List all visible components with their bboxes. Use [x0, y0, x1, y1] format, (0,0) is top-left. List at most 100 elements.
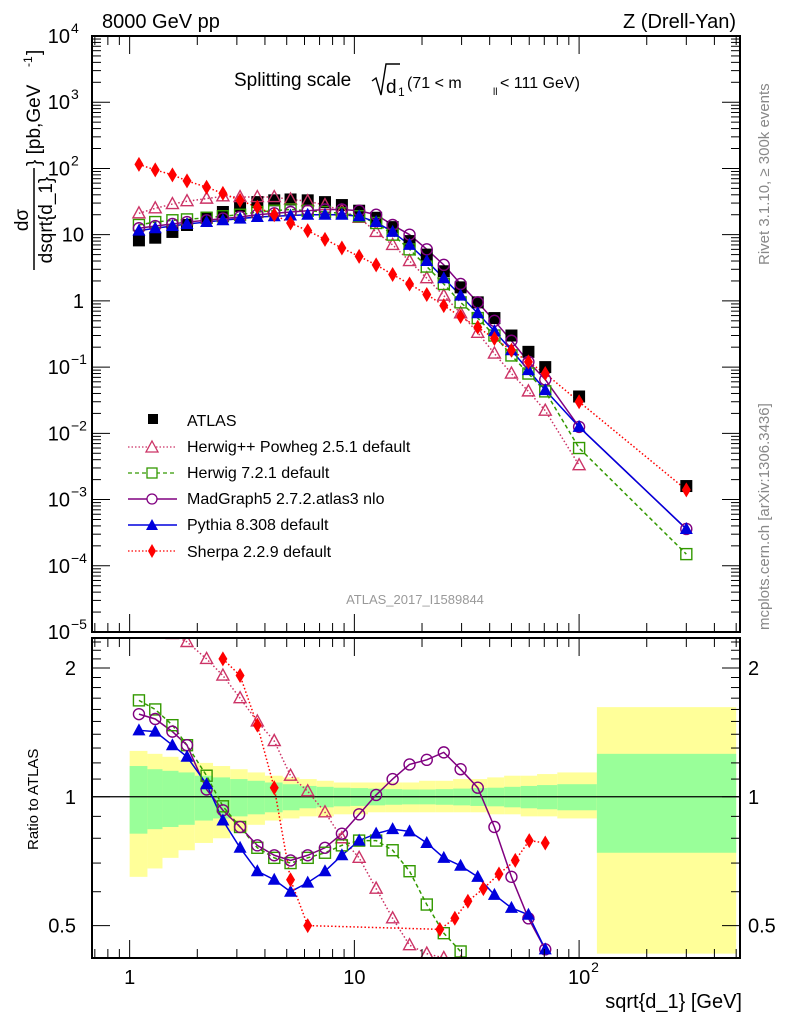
- x-tick-label: 10: [343, 967, 365, 989]
- ratio-point-sherpa: [252, 717, 262, 733]
- data-point-sherpa: [354, 248, 364, 264]
- data-point-madgraph: [437, 258, 450, 272]
- ratio-point-pythia: [148, 724, 162, 737]
- ratio-point-herwig7: [386, 844, 399, 857]
- y-tick-label: 10: [48, 556, 70, 578]
- ratio-point-madgraph: [233, 820, 247, 834]
- legend-marker-herwig7: [146, 467, 158, 479]
- data-point-atlas: [522, 345, 535, 358]
- ratio-point-sherpa: [235, 668, 245, 684]
- legend-marker-pythia: [146, 519, 158, 530]
- data-point-herwigpp: [165, 196, 180, 210]
- ratio-point-madgraph: [268, 849, 281, 862]
- data-point-pythia: [250, 209, 264, 222]
- mcplots-reference-label: mcplots.cern.ch [arXiv:1306.3436]: [756, 403, 773, 630]
- data-point-atlas: [454, 281, 467, 294]
- ratio-point-pythia: [301, 875, 315, 888]
- stat-uncertainty-band: [247, 780, 265, 815]
- data-point-herwigpp: [148, 200, 163, 214]
- ratio-point-sherpa: [286, 872, 296, 888]
- ratio-line-madgraph: [138, 713, 546, 950]
- data-point-pythia: [165, 219, 179, 232]
- ratio-point-pythia: [132, 723, 146, 736]
- data-point-sherpa: [422, 286, 432, 302]
- ratio-point-madgraph: [352, 808, 366, 821]
- data-point-herwigpp: [368, 223, 384, 238]
- x-tick-label-exponent: 2: [591, 959, 599, 975]
- ratio-point-pythia: [521, 907, 535, 920]
- ratio-point-madgraph: [132, 707, 146, 721]
- data-point-pythia: [420, 254, 434, 267]
- ratio-point-herwig7: [132, 694, 146, 707]
- ratio-point-madgraph: [420, 753, 433, 767]
- ratio-y-tick-label: 0.5: [48, 916, 76, 938]
- ratio-point-herwigpp: [402, 937, 417, 951]
- data-point-sherpa: [252, 199, 262, 215]
- plot-title-var-sub: 1: [398, 85, 405, 99]
- data-point-atlas: [149, 231, 162, 244]
- uncertainty-bands: [129, 707, 737, 954]
- x-tick-label: 10: [568, 967, 590, 989]
- plot-title-cut: (71 < m: [407, 75, 462, 92]
- ratio-point-herwigpp: [232, 690, 248, 704]
- data-point-sherpa: [167, 167, 177, 183]
- ratio-point-herwigpp: [267, 733, 282, 747]
- data-point-pythia: [216, 213, 230, 226]
- data-point-atlas: [284, 193, 297, 206]
- ratio-point-herwigpp: [334, 830, 350, 844]
- ratio-point-pythia: [369, 826, 383, 839]
- data-point-herwigpp: [571, 457, 587, 471]
- data-point-sherpa: [320, 231, 330, 247]
- legend-label-atlas: ATLAS: [187, 413, 237, 430]
- data-point-herwigpp: [402, 253, 417, 267]
- ratio-point-pythia: [471, 869, 485, 882]
- ratio-point-sherpa: [450, 910, 460, 926]
- ratio-series-group: [132, 613, 552, 958]
- data-point-sherpa: [337, 240, 347, 256]
- y-tick-label: 10: [48, 92, 70, 114]
- ratio-point-madgraph: [488, 820, 501, 834]
- ratio-point-herwig7: [318, 846, 332, 859]
- ratio-y-tick-label: 2: [65, 658, 76, 680]
- ratio-point-herwigpp: [300, 783, 315, 797]
- ylabel-denominator: dsqrt{d_1}: [36, 177, 57, 264]
- data-point-pythia: [487, 324, 501, 337]
- data-point-sherpa: [303, 223, 313, 239]
- y-tick-label: 10: [48, 423, 70, 445]
- ratio-point-pythia: [386, 822, 400, 835]
- ylabel-numerator: dσ: [12, 209, 33, 232]
- ratio-point-pythia: [318, 864, 332, 877]
- stat-uncertainty-band: [147, 769, 163, 830]
- y-tick-label: 10: [48, 490, 70, 512]
- ratio-point-madgraph: [403, 758, 416, 771]
- ratio-point-sherpa: [303, 918, 313, 934]
- data-point-atlas: [216, 205, 229, 218]
- ratio-point-madgraph: [386, 772, 399, 786]
- ratio-point-pythia: [250, 864, 264, 877]
- ratio-point-madgraph: [335, 827, 349, 840]
- data-point-herwig7: [572, 441, 586, 455]
- ratio-point-herwigpp: [179, 638, 195, 648]
- ratio-y-tick-label-right: 0.5: [748, 916, 776, 938]
- y-tick-label-exponent: −1: [71, 351, 87, 367]
- legend-entry-herwig7: Herwig 7.2.1 default: [128, 465, 330, 482]
- data-point-sherpa: [540, 366, 550, 382]
- ratio-point-pythia: [437, 850, 451, 863]
- ratio-point-herwigpp: [133, 613, 145, 624]
- data-point-pythia: [369, 215, 383, 228]
- ratio-point-herwigpp: [165, 638, 180, 640]
- data-point-sherpa: [388, 267, 398, 283]
- ratio-point-herwig7: [454, 945, 467, 958]
- plot-title-main: Splitting scale: [234, 70, 351, 91]
- data-point-herwigpp: [470, 324, 485, 338]
- legend-entry-madgraph: MadGraph5 2.7.2.atlas3 nlo: [128, 491, 385, 508]
- ratio-y-tick-label-right: 2: [748, 658, 759, 680]
- y-tick-label: 10: [48, 357, 70, 379]
- ratio-point-madgraph: [318, 841, 332, 854]
- ratio-plot-panel: 2 21 10.5 0.5 1 10 10 2 Ratio to ATLAS sqrt{d_…: [25, 613, 776, 1013]
- stat-uncertainty-band: [129, 766, 148, 834]
- ratio-point-herwigpp: [199, 650, 214, 665]
- data-point-herwigpp: [538, 402, 553, 416]
- y-tick-label-exponent: −5: [71, 616, 87, 632]
